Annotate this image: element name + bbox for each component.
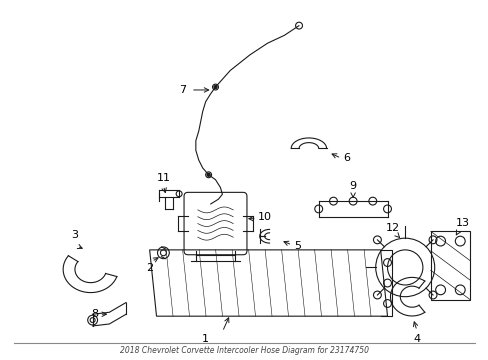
Text: 2: 2 xyxy=(146,262,153,273)
Text: 2018 Chevrolet Corvette Intercooler Hose Diagram for 23174750: 2018 Chevrolet Corvette Intercooler Hose… xyxy=(119,346,368,355)
Circle shape xyxy=(214,86,217,89)
Text: 10: 10 xyxy=(257,212,271,222)
Text: 5: 5 xyxy=(294,241,301,251)
Text: 3: 3 xyxy=(71,230,78,240)
Text: 1: 1 xyxy=(202,334,209,344)
Circle shape xyxy=(207,173,210,176)
Text: 13: 13 xyxy=(455,219,469,229)
Text: 9: 9 xyxy=(349,181,356,192)
Text: 6: 6 xyxy=(343,153,349,163)
Text: 4: 4 xyxy=(412,334,420,344)
Text: 8: 8 xyxy=(91,309,98,319)
Text: 11: 11 xyxy=(156,172,170,183)
Text: 7: 7 xyxy=(179,85,185,95)
Text: 12: 12 xyxy=(385,223,399,233)
